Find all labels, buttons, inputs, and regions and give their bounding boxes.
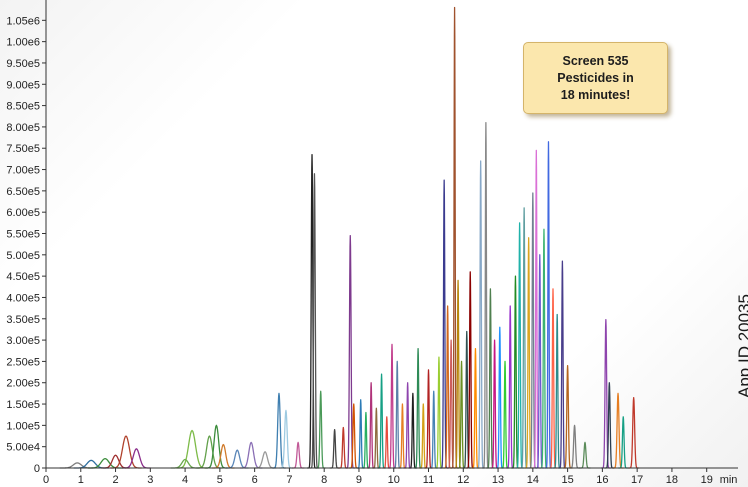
y-tick-label-16: 8.00e5	[6, 122, 40, 134]
peak-trace-49	[475, 160, 486, 469]
peak-trace-21	[338, 426, 349, 469]
y-tick-label-17: 8.50e5	[6, 101, 40, 113]
peak-trace-50	[481, 122, 491, 469]
y-tick-label-6: 3.00e5	[6, 335, 40, 347]
y-tick-label-18: 9.00e5	[6, 79, 40, 91]
peak-trace-69	[568, 424, 581, 469]
peak-trace-72	[604, 382, 615, 469]
peak-trace-19	[315, 390, 327, 469]
peak-trace-22	[344, 234, 356, 469]
peak-trace-67	[557, 260, 568, 469]
y-tick-label-5: 2.50e5	[6, 356, 40, 368]
y-tick-label-10: 5.00e5	[6, 250, 40, 262]
peak-trace-16	[291, 441, 305, 469]
x-axis-unit-label: min	[720, 474, 738, 486]
peak-trace-55	[505, 305, 515, 469]
x-tick-label-0: 0	[43, 474, 49, 486]
x-tick-label-9: 9	[356, 474, 362, 486]
peak-trace-5	[122, 448, 151, 469]
peak-trace-39	[434, 356, 444, 469]
peak-trace-36	[418, 403, 428, 469]
peak-trace-33	[402, 382, 413, 469]
peak-trace-32	[397, 403, 408, 469]
peak-trace-20	[329, 428, 340, 469]
x-tick-label-17: 17	[631, 474, 643, 486]
peak-trace-48	[470, 347, 481, 469]
x-tick-label-2: 2	[112, 474, 118, 486]
y-tick-label-13: 6.50e5	[6, 186, 40, 198]
peak-trace-4	[110, 435, 142, 469]
y-tick-label-20: 1.00e6	[6, 37, 40, 49]
peak-trace-53	[495, 326, 505, 469]
peak-trace-11	[225, 449, 249, 469]
peak-trace-27	[371, 407, 382, 469]
y-tick-label-9: 4.50e5	[6, 271, 40, 283]
peak-trace-54	[500, 360, 510, 469]
y-tick-label-3: 1.50e5	[6, 399, 40, 411]
peak-trace-13	[253, 451, 277, 469]
x-tick-label-5: 5	[217, 474, 223, 486]
peak-trace-12	[239, 441, 263, 469]
x-tick-label-8: 8	[321, 474, 327, 486]
y-tick-label-12: 6.00e5	[6, 207, 40, 219]
callout-line-2: Pesticides in	[557, 70, 634, 85]
x-tick-label-4: 4	[182, 474, 188, 486]
x-tick-label-7: 7	[286, 474, 292, 486]
y-tick-label-8: 4.00e5	[6, 292, 40, 304]
x-tick-label-19: 19	[701, 474, 713, 486]
peak-trace-24	[356, 399, 366, 469]
peak-trace-1	[73, 459, 109, 469]
y-tick-label-15: 7.50e5	[6, 143, 40, 155]
app-id-label: App ID 20035	[735, 294, 748, 398]
x-tick-label-15: 15	[561, 474, 573, 486]
peak-trace-37	[423, 369, 434, 469]
y-tick-label-21: 1.05e6	[6, 15, 40, 27]
x-tick-label-13: 13	[492, 474, 504, 486]
y-tick-label-7: 3.50e5	[6, 314, 40, 326]
x-tick-label-6: 6	[252, 474, 258, 486]
peak-trace-0	[59, 462, 95, 469]
peak-trace-30	[387, 343, 397, 469]
peak-trace-35	[413, 347, 423, 469]
peak-trace-31	[392, 360, 402, 469]
y-tick-label-4: 2.00e5	[6, 378, 40, 390]
peak-trace-7	[176, 429, 208, 469]
peak-trace-28	[376, 373, 387, 469]
y-tick-label-0: 0	[34, 463, 40, 475]
callout-box: Screen 535 Pesticides in 18 minutes!	[523, 42, 668, 114]
callout-line-1: Screen 535	[562, 53, 629, 68]
callout-line-3: 18 minutes!	[560, 87, 631, 102]
x-tick-label-14: 14	[527, 474, 539, 486]
y-tick-label-14: 7.00e5	[6, 165, 40, 177]
peak-trace-34	[408, 392, 418, 469]
x-tick-label-1: 1	[78, 474, 84, 486]
x-tick-label-12: 12	[457, 474, 469, 486]
y-tick-label-19: 9.50e5	[6, 58, 40, 70]
peak-trace-70	[579, 441, 591, 469]
y-tick-label-1: 5.00e4	[6, 442, 40, 454]
peak-trace-26	[366, 382, 376, 469]
x-tick-label-3: 3	[147, 474, 153, 486]
x-tick-label-16: 16	[596, 474, 608, 486]
y-tick-label-2: 1.00e5	[6, 420, 40, 432]
peak-trace-29	[382, 416, 392, 469]
peak-trace-75	[627, 397, 640, 469]
peak-trace-38	[429, 390, 439, 469]
y-tick-label-11: 5.50e5	[6, 229, 40, 241]
peak-trace-23	[348, 403, 360, 469]
x-tick-label-10: 10	[388, 474, 400, 486]
x-axis-ticks: 0 1 2 3 4 5 6 7 8 9 10 11 12 13 14 15 16 17 18 19	[43, 468, 713, 486]
y-axis-ticks: 0 5.00e4 1.00e5 1.50e5 2.00e5 2.50e5 3.00e5 3.5…	[6, 15, 46, 475]
peak-trace-3	[101, 454, 130, 469]
x-tick-label-11: 11	[423, 474, 434, 486]
x-tick-label-18: 18	[666, 474, 678, 486]
peak-trace-25	[361, 411, 371, 469]
